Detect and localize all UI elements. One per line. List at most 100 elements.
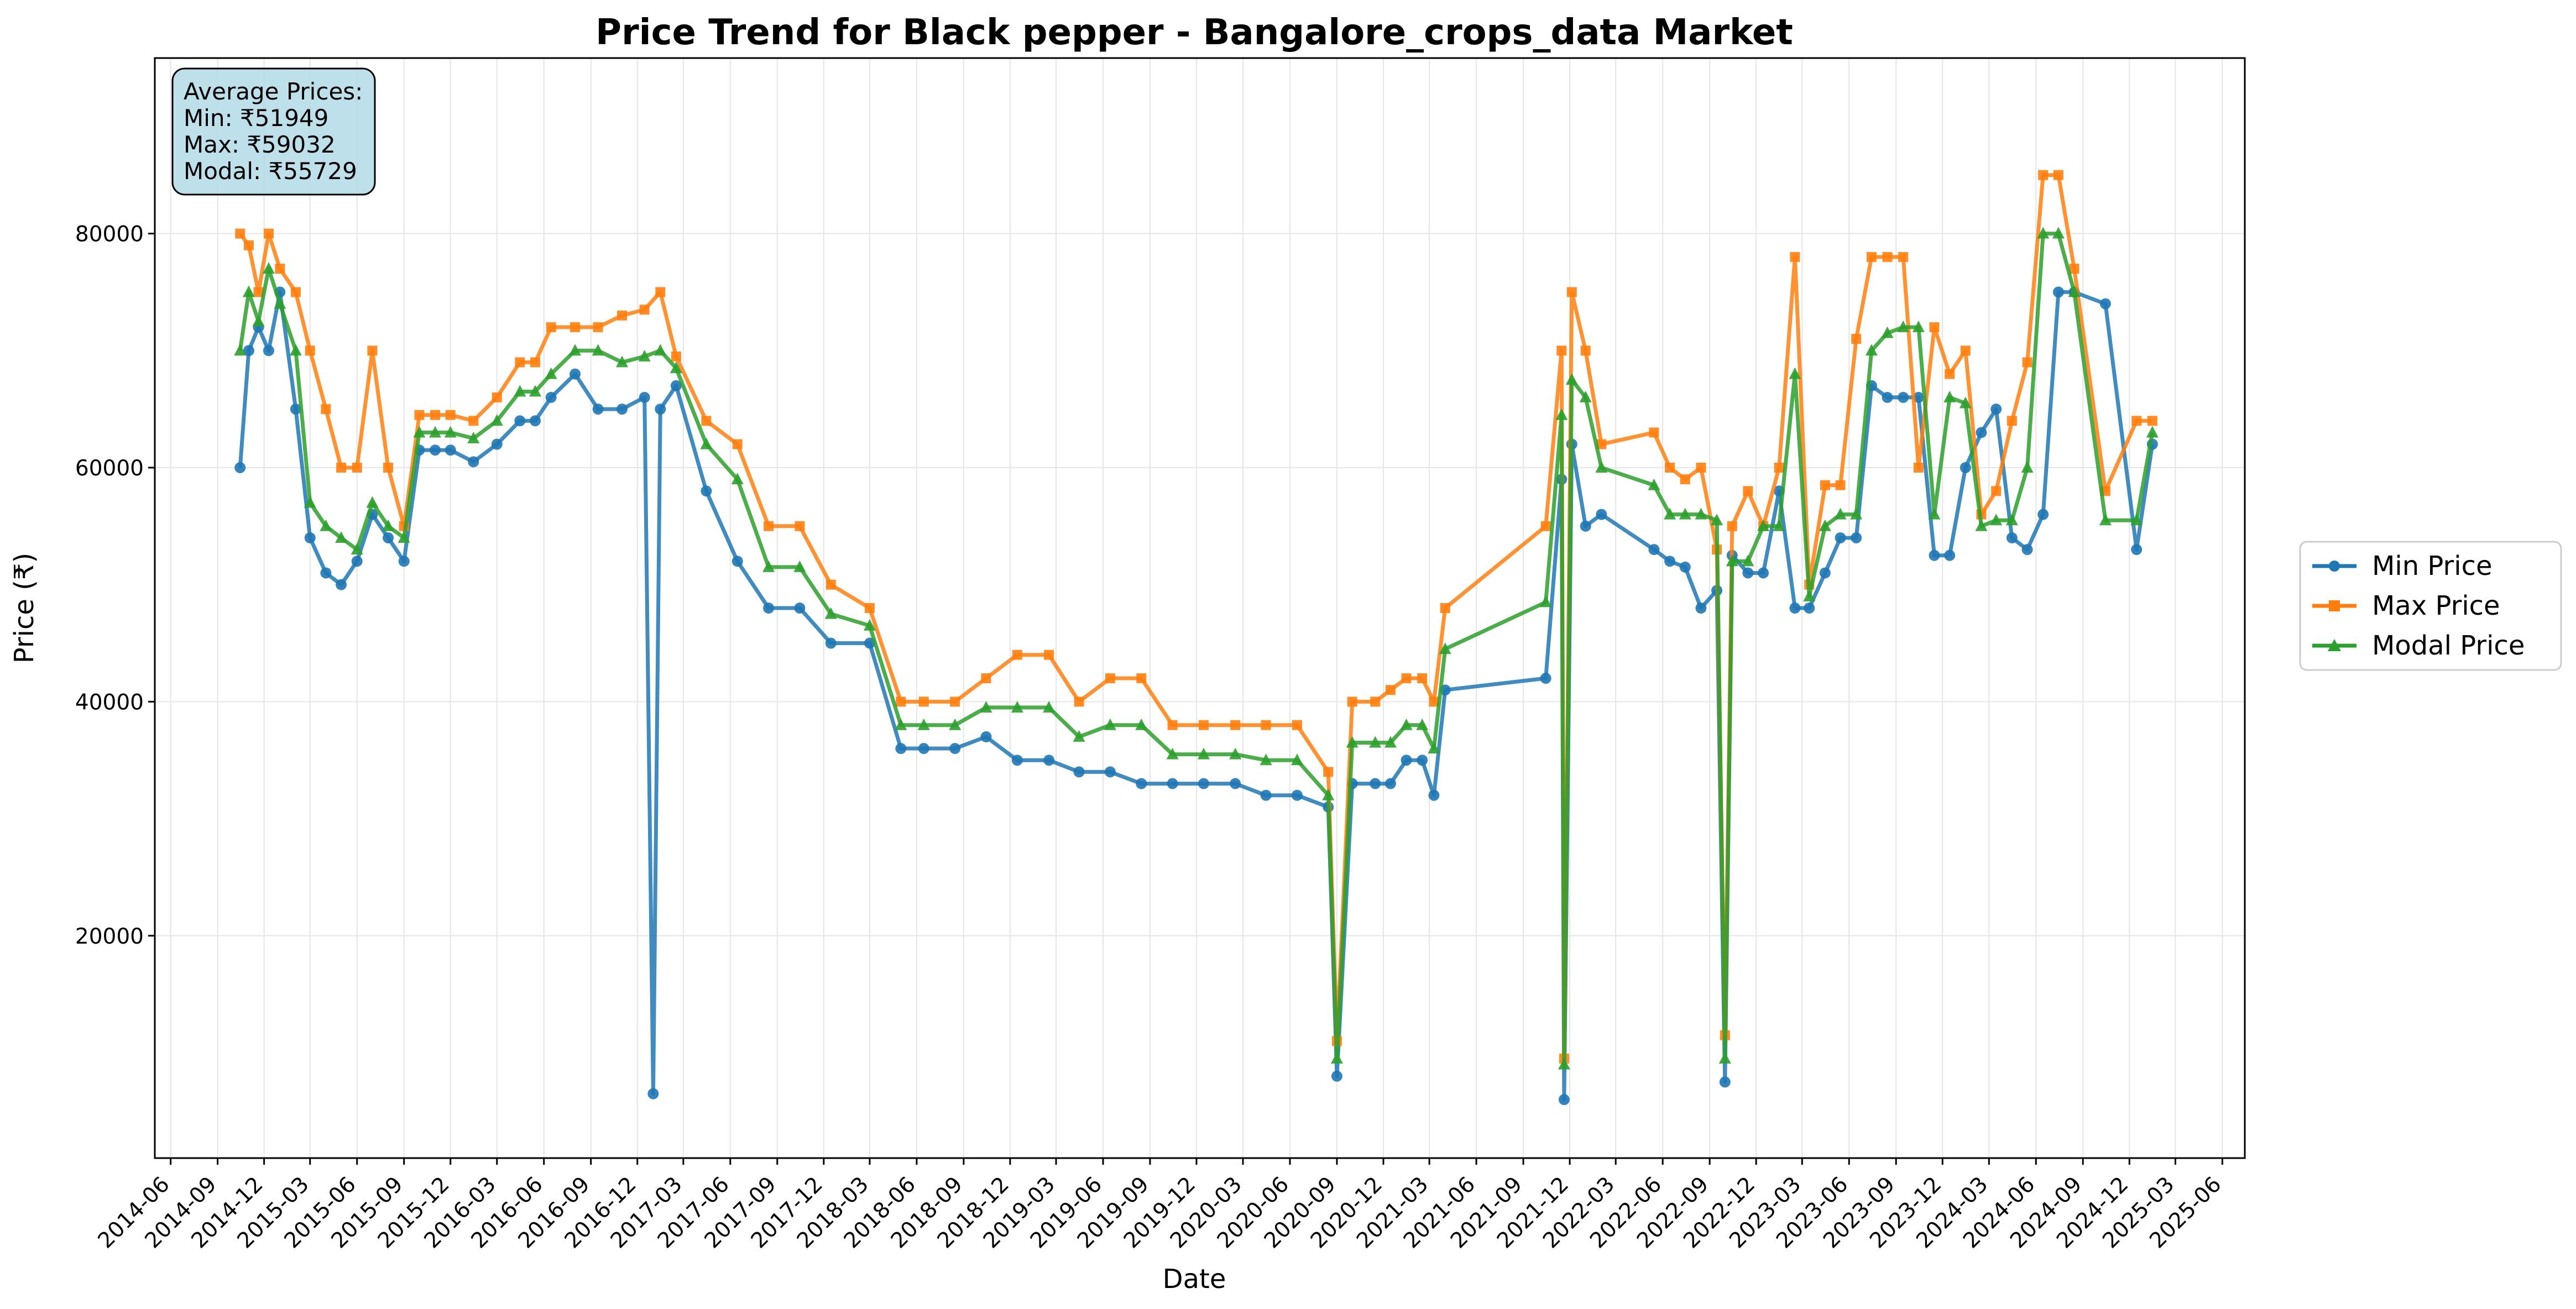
data-point bbox=[514, 385, 526, 397]
data-point bbox=[981, 673, 991, 684]
data-point bbox=[1835, 480, 1846, 490]
data-point bbox=[514, 415, 526, 427]
data-point bbox=[896, 697, 906, 707]
data-point bbox=[700, 437, 713, 449]
data-point bbox=[1012, 650, 1022, 660]
data-point bbox=[234, 344, 247, 356]
data-point bbox=[1401, 755, 1412, 766]
data-point bbox=[2007, 416, 2017, 426]
data-point bbox=[1680, 474, 1690, 485]
data-point bbox=[1726, 554, 1738, 567]
data-point bbox=[1990, 404, 2002, 415]
data-point bbox=[1166, 747, 1179, 760]
data-point bbox=[1291, 789, 1303, 801]
data-point bbox=[1912, 320, 1925, 332]
data-point bbox=[383, 462, 394, 473]
data-point bbox=[263, 345, 274, 357]
data-point bbox=[1400, 718, 1413, 730]
data-point bbox=[529, 385, 542, 397]
data-point bbox=[654, 344, 667, 356]
data-point bbox=[1975, 519, 1988, 531]
data-point bbox=[1347, 697, 1357, 707]
data-point bbox=[252, 315, 265, 327]
data-point bbox=[366, 496, 379, 508]
data-point bbox=[1384, 736, 1397, 748]
data-point bbox=[1290, 753, 1303, 766]
data-point bbox=[2021, 544, 2033, 556]
data-point bbox=[980, 731, 992, 742]
data-point bbox=[795, 521, 805, 531]
data-point bbox=[2069, 264, 2079, 274]
data-point bbox=[1851, 532, 1862, 543]
y-tick-label: 80000 bbox=[75, 222, 144, 247]
legend-box bbox=[2299, 541, 2562, 671]
series-lines bbox=[234, 170, 2159, 1106]
data-point bbox=[1898, 252, 1909, 262]
chart-title: Price Trend for Black pepper - Bangalore… bbox=[595, 12, 1793, 53]
data-point bbox=[2147, 416, 2157, 426]
data-point bbox=[1556, 345, 1567, 356]
data-point bbox=[320, 519, 332, 531]
data-point bbox=[290, 404, 301, 415]
data-point bbox=[430, 410, 441, 420]
data-point bbox=[351, 543, 363, 555]
data-point bbox=[414, 410, 425, 420]
data-point bbox=[1596, 439, 1607, 449]
data-point bbox=[2038, 170, 2049, 180]
legend-marker-min bbox=[2329, 561, 2340, 572]
data-point bbox=[1664, 507, 1676, 520]
legend-label-modal: Modal Price bbox=[2372, 630, 2525, 661]
data-point bbox=[1136, 778, 1147, 789]
data-point bbox=[1758, 567, 1769, 579]
data-point bbox=[1960, 345, 1971, 356]
data-point bbox=[2068, 285, 2081, 297]
data-point bbox=[655, 287, 666, 297]
data-point bbox=[1565, 373, 1578, 385]
legend-marker-modal bbox=[2328, 639, 2341, 651]
data-point bbox=[1834, 507, 1847, 520]
data-point bbox=[616, 355, 629, 368]
data-point bbox=[1718, 1052, 1731, 1064]
data-point bbox=[515, 357, 525, 368]
data-point bbox=[1369, 736, 1382, 748]
y-axis-ticks: 20000 40000 60000 80000 bbox=[75, 222, 155, 949]
data-point bbox=[570, 322, 581, 332]
data-point bbox=[492, 392, 502, 402]
data-point bbox=[1428, 742, 1440, 754]
data-point bbox=[1580, 520, 1591, 532]
data-point bbox=[1882, 391, 1893, 403]
data-point bbox=[1073, 766, 1085, 778]
data-point bbox=[1043, 700, 1056, 713]
data-point bbox=[429, 426, 442, 438]
data-point bbox=[1897, 320, 1910, 332]
data-point bbox=[2053, 170, 2063, 180]
data-point bbox=[2099, 514, 2112, 526]
data-point bbox=[980, 700, 992, 713]
data-point bbox=[1695, 603, 1707, 614]
legend: Min Price Max Price Modal Price bbox=[2299, 541, 2562, 671]
data-point bbox=[1648, 478, 1660, 490]
data-point bbox=[1416, 718, 1429, 730]
data-point bbox=[1558, 1094, 1570, 1106]
annotation-modal: Modal: ₹55729 bbox=[184, 158, 357, 185]
data-point bbox=[1135, 718, 1148, 730]
average-prices-annotation: Average Prices: Min: ₹51949 Max: ₹59032 … bbox=[171, 67, 376, 196]
data-point bbox=[592, 344, 604, 356]
annotation-max: Max: ₹59032 bbox=[184, 131, 336, 158]
data-point bbox=[242, 285, 255, 297]
data-point bbox=[2021, 460, 2034, 473]
data-point bbox=[1913, 462, 1924, 473]
data-point bbox=[2131, 544, 2143, 556]
data-point bbox=[1913, 391, 1924, 403]
data-point bbox=[895, 743, 907, 755]
data-point bbox=[1850, 507, 1863, 520]
data-point bbox=[1695, 507, 1707, 520]
data-point bbox=[825, 637, 837, 649]
data-point bbox=[2052, 227, 2065, 239]
data-point bbox=[1167, 720, 1178, 730]
data-point bbox=[1384, 778, 1396, 789]
data-point bbox=[1346, 736, 1358, 748]
data-point bbox=[763, 603, 775, 614]
data-point bbox=[617, 310, 628, 321]
y-axis-label: Price (₹) bbox=[9, 553, 40, 663]
